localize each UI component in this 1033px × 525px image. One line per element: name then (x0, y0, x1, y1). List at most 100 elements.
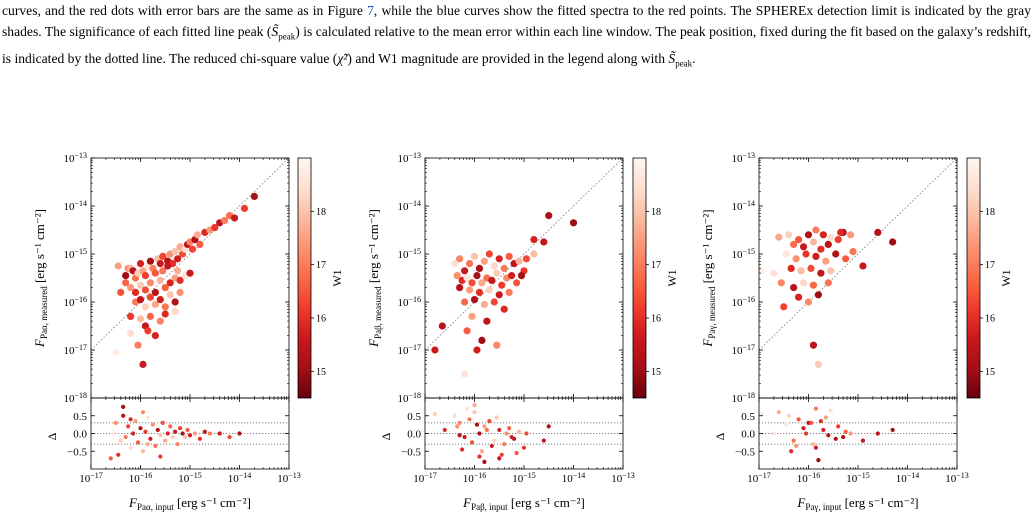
x-tick-label: 10−16 (129, 471, 153, 485)
residual-point (875, 431, 880, 436)
data-point (221, 216, 229, 224)
data-point (802, 250, 810, 258)
x-tick-label: 10−16 (463, 471, 487, 485)
residual-point (759, 411, 764, 417)
residual-point (108, 456, 113, 461)
data-point (470, 296, 479, 304)
data-point (782, 250, 790, 258)
data-point (136, 315, 145, 323)
residual-point (168, 424, 173, 429)
colorbar-tick-label: 16 (316, 314, 326, 325)
data-point (817, 245, 825, 253)
caption-symbol-sub: peak (278, 31, 296, 42)
residual-point (133, 418, 138, 424)
data-point (759, 267, 766, 275)
colorbar-tick-label: 16 (651, 314, 661, 325)
residual-point (138, 426, 143, 431)
y-tick-label: 10−15 (63, 247, 87, 261)
residual-point (469, 440, 475, 445)
data-point (136, 281, 145, 289)
data-point (451, 260, 459, 268)
y-axis-label: FPaα, measured [erg s⁻¹ cm⁻²] (32, 209, 49, 348)
y-tick-label: 10−16 (731, 295, 755, 309)
data-points (112, 192, 258, 368)
residual-point (173, 429, 178, 434)
residual-point (811, 442, 816, 447)
residual-point (464, 406, 470, 411)
residual-point (140, 449, 146, 454)
residual-point (890, 427, 895, 433)
data-point (795, 236, 803, 244)
data-point (250, 192, 258, 200)
colorbar-label: W1 (665, 269, 679, 286)
data-point (493, 341, 501, 349)
x-tick-label: 10−14 (228, 471, 252, 485)
x-tick-label: 10−14 (562, 471, 586, 485)
data-point (473, 272, 481, 280)
x-axis-label: FPaγ, input [erg s⁻¹ cm⁻²] (796, 495, 918, 512)
caption-text: curves, and the red dots with error bars… (2, 3, 368, 18)
data-point (146, 279, 154, 287)
data-point (134, 341, 142, 349)
residual-point (484, 427, 489, 433)
residual-point (823, 415, 828, 420)
one-to-one-line (759, 158, 957, 351)
data-points (759, 226, 897, 368)
data-point (146, 257, 154, 265)
colorbar-tick-label: 16 (985, 314, 995, 325)
residual-point (489, 443, 494, 449)
data-point (483, 317, 491, 325)
residual-y-label: Δ (713, 432, 727, 440)
figure-reference-link[interactable]: 7 (367, 3, 374, 18)
data-point (438, 322, 446, 330)
residual-point (227, 434, 232, 440)
residual-point (860, 438, 866, 443)
residual-point (118, 438, 123, 443)
data-point (827, 267, 835, 275)
data-point (475, 288, 484, 296)
residual-point (796, 417, 801, 422)
residual-point (121, 404, 126, 409)
data-point (156, 276, 164, 284)
residual-point (789, 449, 794, 454)
residual-point (507, 426, 512, 431)
data-point (500, 264, 508, 272)
data-point (141, 272, 150, 280)
residual-point (455, 424, 460, 429)
residual-point (472, 403, 477, 408)
chart-panel-Paβ: 10−18 10−17 10−16 10−15 10−14 10−13 10−17 10−16… (366, 151, 679, 512)
colorbar-tick-label: 18 (985, 207, 995, 218)
residual-point (821, 427, 826, 433)
data-point (824, 240, 832, 248)
residual-point (187, 433, 193, 438)
residual-point (145, 415, 151, 420)
residual-point (113, 420, 118, 425)
data-point (193, 231, 202, 239)
colorbar-tick-label: 17 (651, 260, 661, 271)
y-tick-label: 10−17 (731, 343, 755, 357)
data-point (456, 284, 464, 292)
y-tick-label: 10−18 (63, 391, 87, 405)
data-point (495, 291, 503, 299)
residual-point (497, 427, 502, 433)
residual-point (487, 418, 492, 424)
data-point (807, 264, 815, 272)
residual-point (818, 418, 823, 424)
data-point (122, 272, 130, 280)
residual-point (477, 454, 482, 459)
data-point (822, 257, 830, 265)
residual-point (175, 442, 180, 447)
residual-points (108, 404, 242, 461)
residual-point (546, 424, 551, 429)
data-point (176, 276, 184, 284)
colorbar-tick-label: 15 (651, 367, 661, 378)
data-point (456, 255, 464, 263)
data-point (151, 269, 159, 277)
residual-point (516, 429, 522, 434)
residual-point (791, 438, 796, 443)
caption-text: , while the blue curves show the fitted … (2, 3, 1032, 39)
data-point (785, 231, 793, 239)
residual-point (521, 445, 527, 450)
data-point (171, 248, 179, 256)
